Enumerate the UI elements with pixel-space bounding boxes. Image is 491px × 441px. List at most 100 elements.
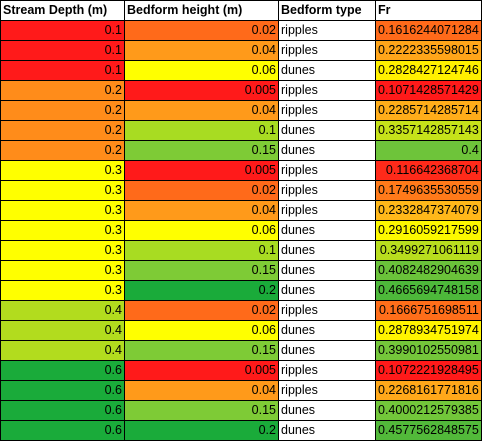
table-row: 0.1 0.02 ripples 0.1616244071284 [0,20,482,41]
cell-fr[interactable]: 0.2828427124746 [375,60,482,81]
cell-bedform-type[interactable]: dunes [278,220,376,241]
cell-bedform-type[interactable]: dunes [278,120,376,141]
cell-bedform-type[interactable]: dunes [278,340,376,361]
cell-bedform-type[interactable]: ripples [278,300,376,321]
cell-stream-depth[interactable]: 0.1 [0,40,125,61]
cell-bedform-type[interactable]: ripples [278,360,376,381]
cell-fr[interactable]: 0.3499271061119 [375,240,482,261]
cell-stream-depth[interactable]: 0.4 [0,300,125,321]
cell-fr[interactable]: 0.2222335598015 [375,40,482,61]
cell-bedform-type[interactable]: ripples [278,160,376,181]
cell-stream-depth[interactable]: 0.3 [0,240,125,261]
cell-bedform-type[interactable]: dunes [278,240,376,261]
cell-fr[interactable]: 0.1616244071284 [375,20,482,41]
cell-stream-depth[interactable]: 0.4 [0,320,125,341]
cell-bedform-type[interactable]: dunes [278,60,376,81]
cell-bedform-type[interactable]: dunes [278,280,376,301]
cell-bedform-height[interactable]: 0.005 [124,80,279,101]
table-row: 0.4 0.15 dunes 0.3990102550981 [0,340,482,361]
cell-fr[interactable]: 0.4577562848575 [375,420,482,441]
cell-fr[interactable]: 0.4000212579385 [375,400,482,421]
cell-bedform-height[interactable]: 0.04 [124,200,279,221]
header-stream-depth[interactable]: Stream Depth (m) [0,0,125,21]
cell-bedform-height[interactable]: 0.06 [124,220,279,241]
cell-stream-depth[interactable]: 0.2 [0,140,125,161]
cell-fr[interactable]: 0.2285714285714 [375,100,482,121]
cell-bedform-height[interactable]: 0.15 [124,140,279,161]
cell-bedform-height[interactable]: 0.04 [124,100,279,121]
header-fr[interactable]: Fr [375,0,482,21]
table-row: 0.3 0.02 ripples 0.1749635530559 [0,180,482,201]
table-row: 0.6 0.2 dunes 0.4577562848575 [0,420,482,441]
cell-bedform-type[interactable]: dunes [278,420,376,441]
table-row: 0.4 0.02 ripples 0.1666751698511 [0,300,482,321]
table-row: 0.6 0.005 ripples 0.1072221928495 [0,360,482,381]
cell-stream-depth[interactable]: 0.6 [0,400,125,421]
cell-stream-depth[interactable]: 0.3 [0,200,125,221]
table-row: 0.2 0.005 ripples 0.1071428571429 [0,80,482,101]
cell-fr[interactable]: 0.1666751698511 [375,300,482,321]
table-row: 0.6 0.15 dunes 0.4000212579385 [0,400,482,421]
table-row: 0.1 0.04 ripples 0.2222335598015 [0,40,482,61]
cell-bedform-type[interactable]: ripples [278,40,376,61]
cell-bedform-height[interactable]: 0.2 [124,420,279,441]
cell-fr[interactable]: 0.3357142857143 [375,120,482,141]
cell-stream-depth[interactable]: 0.6 [0,380,125,401]
cell-fr[interactable]: 0.2878934751974 [375,320,482,341]
cell-bedform-height[interactable]: 0.02 [124,20,279,41]
cell-bedform-type[interactable]: dunes [278,400,376,421]
header-bedform-height[interactable]: Bedform height (m) [124,0,279,21]
cell-stream-depth[interactable]: 0.1 [0,20,125,41]
cell-stream-depth[interactable]: 0.1 [0,60,125,81]
cell-bedform-type[interactable]: dunes [278,260,376,281]
cell-fr[interactable]: 0.3990102550981 [375,340,482,361]
cell-bedform-height[interactable]: 0.04 [124,380,279,401]
cell-bedform-height[interactable]: 0.15 [124,340,279,361]
cell-fr[interactable]: 0.4082482904639 [375,260,482,281]
header-bedform-type[interactable]: Bedform type [278,0,376,21]
cell-stream-depth[interactable]: 0.3 [0,260,125,281]
cell-bedform-height[interactable]: 0.005 [124,160,279,181]
cell-fr[interactable]: 0.1749635530559 [375,180,482,201]
cell-stream-depth[interactable]: 0.6 [0,420,125,441]
cell-bedform-height[interactable]: 0.15 [124,260,279,281]
cell-stream-depth[interactable]: 0.6 [0,360,125,381]
cell-bedform-type[interactable]: ripples [278,200,376,221]
cell-bedform-height[interactable]: 0.04 [124,40,279,61]
cell-bedform-height[interactable]: 0.06 [124,320,279,341]
cell-fr[interactable]: 0.4 [375,140,482,161]
cell-fr[interactable]: 0.116642368704 [375,160,482,181]
cell-bedform-height[interactable]: 0.005 [124,360,279,381]
cell-bedform-height[interactable]: 0.15 [124,400,279,421]
cell-stream-depth[interactable]: 0.4 [0,340,125,361]
cell-bedform-height[interactable]: 0.02 [124,180,279,201]
cell-fr[interactable]: 0.1071428571429 [375,80,482,101]
cell-bedform-height[interactable]: 0.2 [124,280,279,301]
table-row: 0.2 0.1 dunes 0.3357142857143 [0,120,482,141]
cell-bedform-height[interactable]: 0.1 [124,120,279,141]
cell-bedform-type[interactable]: ripples [278,180,376,201]
cell-fr[interactable]: 0.4665694748158 [375,280,482,301]
cell-stream-depth[interactable]: 0.2 [0,80,125,101]
cell-bedform-type[interactable]: ripples [278,80,376,101]
cell-fr[interactable]: 0.2268161771816 [375,380,482,401]
cell-bedform-height[interactable]: 0.1 [124,240,279,261]
cell-stream-depth[interactable]: 0.3 [0,220,125,241]
cell-stream-depth[interactable]: 0.2 [0,120,125,141]
cell-stream-depth[interactable]: 0.3 [0,180,125,201]
table-row: 0.4 0.06 dunes 0.2878934751974 [0,320,482,341]
cell-bedform-type[interactable]: ripples [278,100,376,121]
cell-fr[interactable]: 0.2916059217599 [375,220,482,241]
cell-bedform-height[interactable]: 0.02 [124,300,279,321]
cell-bedform-type[interactable]: dunes [278,140,376,161]
cell-fr[interactable]: 0.2332847374079 [375,200,482,221]
cell-bedform-type[interactable]: ripples [278,380,376,401]
table-row: 0.3 0.06 dunes 0.2916059217599 [0,220,482,241]
cell-stream-depth[interactable]: 0.3 [0,280,125,301]
cell-stream-depth[interactable]: 0.3 [0,160,125,181]
cell-bedform-height[interactable]: 0.06 [124,60,279,81]
cell-stream-depth[interactable]: 0.2 [0,100,125,121]
cell-bedform-type[interactable]: ripples [278,20,376,41]
cell-bedform-type[interactable]: dunes [278,320,376,341]
cell-fr[interactable]: 0.1072221928495 [375,360,482,381]
